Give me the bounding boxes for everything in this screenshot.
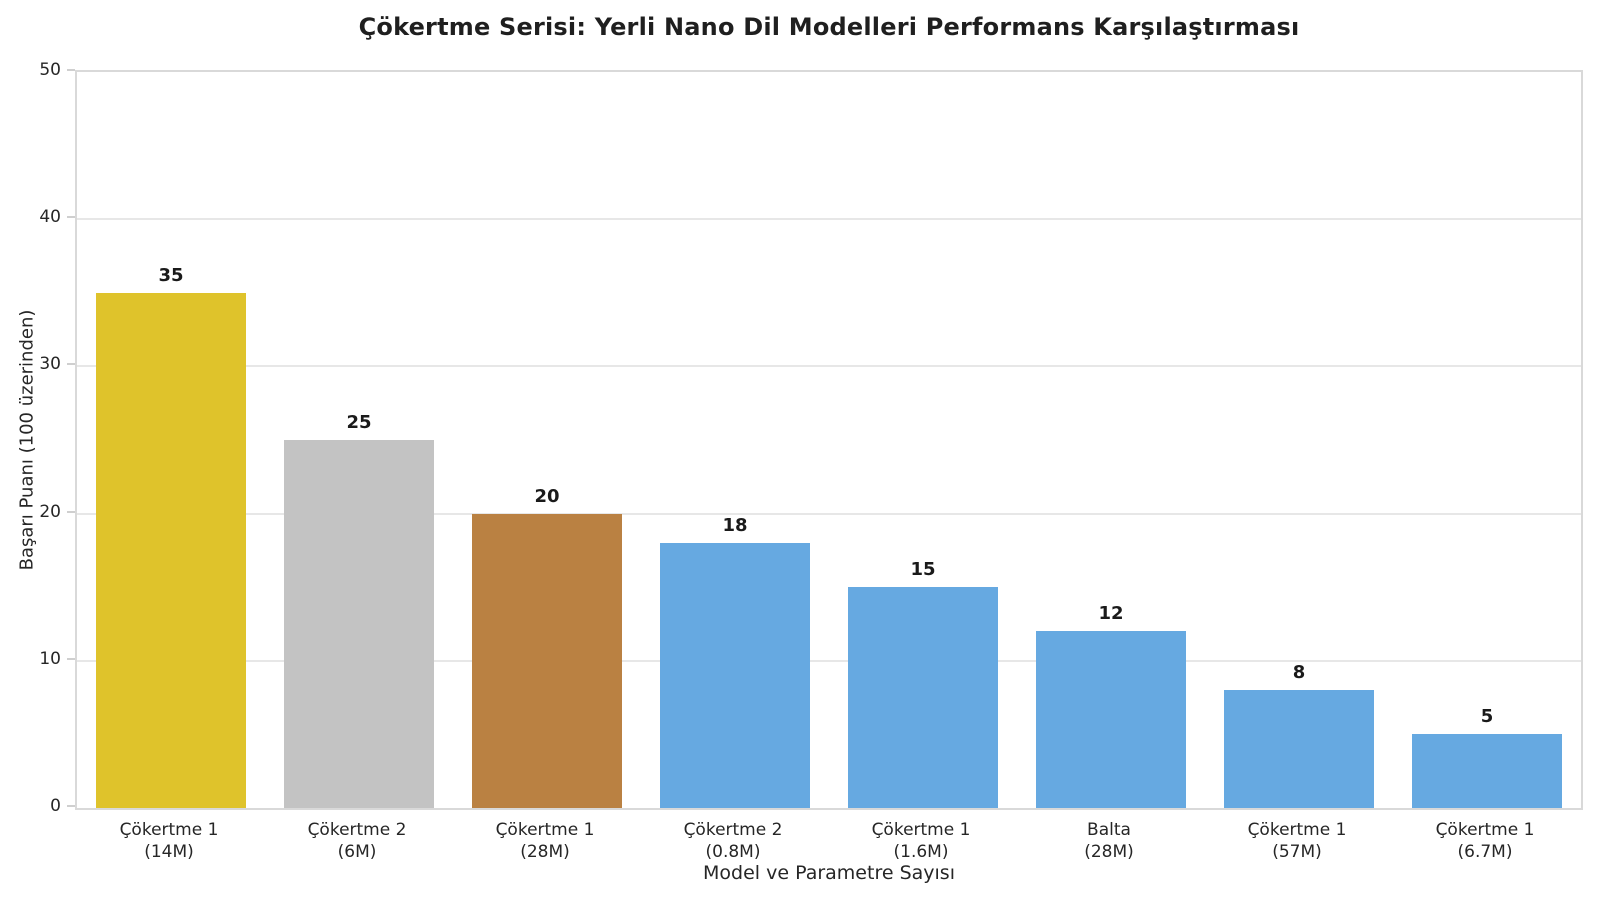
gridline [77,365,1581,368]
y-tick-label: 40 [39,207,61,228]
x-category-label: Çökertme 2 (6M) [308,819,407,863]
x-category-params: (6.7M) [1457,842,1513,862]
bar-value-label: 20 [534,485,560,507]
x-category-label: Çökertme 1 (14M) [120,819,219,863]
x-category-model: Çökertme 1 [1247,820,1347,840]
y-tick-mark [67,69,75,71]
x-category-params: (0.8M) [705,842,761,862]
x-category-label: Çökertme 1 (1.6M) [872,819,971,863]
x-category-label: Balta (28M) [1084,819,1134,863]
gridline [77,512,1581,515]
x-category-label: Çökertme 1 (28M) [496,819,595,863]
y-tick-mark [67,216,75,219]
x-category-model: Çökertme 1 [495,820,595,840]
bar [1035,631,1187,808]
x-category-params: (6M) [337,842,377,862]
x-category-label: Çökertme 2 (0.8M) [684,819,783,863]
bar-value-label: 25 [346,412,372,433]
x-category-params: (28M) [1084,842,1134,862]
x-category-model: Çökertme 2 [307,820,407,840]
x-category-model: Çökertme 1 [1435,820,1535,840]
y-tick-label: 30 [39,354,61,375]
bar-value-label: 35 [158,264,184,286]
bar [283,440,435,808]
bar [847,587,999,808]
bar-value-label: 5 [1480,706,1494,728]
bar-value-label: 12 [1098,603,1124,625]
x-axis-ticks: Çökertme 1 (14M) Çökertme 2 (6M) Çökertme 1(… [75,819,1583,867]
y-tick-label: 10 [39,648,61,669]
bar-value-label: 15 [910,559,936,581]
bar-value-label: 18 [722,515,748,537]
y-tick-mark [67,363,75,366]
x-category-params: (57M) [1272,842,1322,862]
x-category-label: Çökertme 1 (57M) [1248,819,1347,863]
y-tick-label: 0 [50,796,61,816]
x-category-model: Çökertme 1 [119,820,219,840]
x-axis-label: Model ve Parametre Sayısı [703,862,955,884]
y-tick-label: 20 [39,501,61,522]
x-category-label: Çökertme 1 (6.7M) [1436,819,1535,863]
bar [659,543,811,808]
plot-area: 35 25 20 18 15 12 8 5 [75,70,1583,810]
x-category-params: (14M) [144,842,194,862]
x-category-params: (28M) [520,842,570,862]
bar-value-label: 8 [1292,662,1306,684]
bar [1411,734,1563,808]
gridline [77,218,1581,221]
x-category-model: Balta [1087,820,1131,840]
bar [471,513,623,808]
x-category-params: (1.6M) [893,842,949,862]
y-tick-mark [67,510,75,513]
y-tick-mark [67,657,75,660]
chart-title: Çökertme Serisi: Yerli Nano Dil Modeller… [358,13,1300,41]
y-tick-mark [67,805,75,807]
x-category-model: Çökertme 1 [871,820,971,840]
bar [1223,690,1375,808]
gridline [77,659,1581,662]
x-category-model: Çökertme 2 [683,820,783,840]
y-axis-ticks: 0 10 20 30 40 50 [0,60,75,816]
bar [95,292,247,808]
y-tick-label: 50 [39,60,61,80]
